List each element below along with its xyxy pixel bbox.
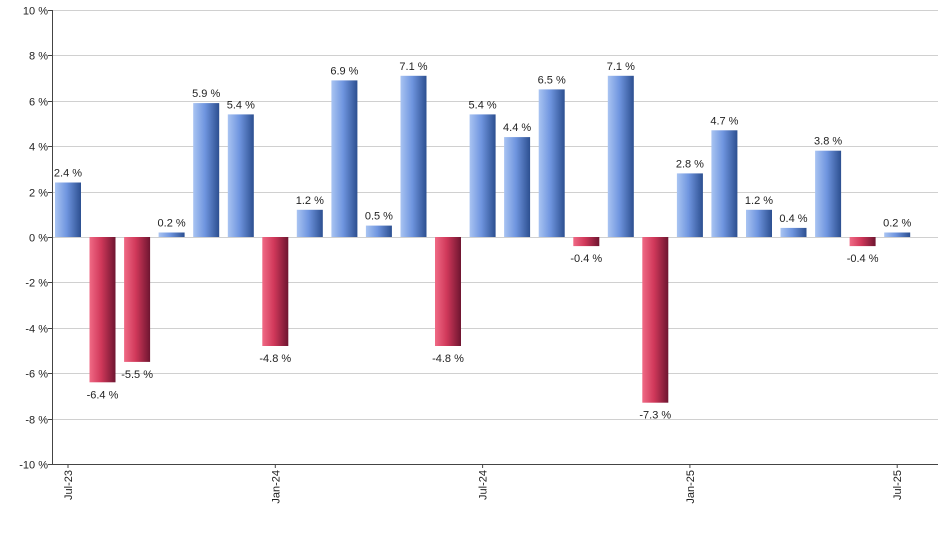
data-label: 7.1 %: [607, 61, 635, 73]
y-tick-label: -10 %: [19, 460, 48, 472]
bar-jul-23: [55, 182, 81, 237]
bar-sep-23: [124, 237, 151, 362]
data-label: -4.8 %: [259, 353, 291, 365]
bar-jan-24: [262, 237, 289, 346]
data-label: 2.4 %: [54, 168, 82, 180]
data-label: 6.9 %: [330, 65, 358, 77]
y-tick-label: 6 %: [29, 97, 48, 109]
x-axis-tick-labels: Jul-23 Jan-24 Jul-24 Jan-25 Jul-25: [63, 464, 904, 504]
bars: [55, 75, 911, 403]
data-label: -0.4 %: [570, 253, 602, 265]
bar-jul-25: [884, 232, 911, 237]
x-tick-label: Jul-23: [63, 470, 75, 500]
data-label: 7.1 %: [399, 61, 427, 73]
bar-jul-24: [469, 114, 496, 237]
data-label: 4.7 %: [710, 115, 738, 127]
bar-nov-24: [607, 75, 634, 237]
bar-apr-24: [365, 225, 392, 237]
bar-jun-25: [849, 237, 876, 247]
bar-sep-24: [538, 89, 565, 238]
bar-oct-24: [573, 237, 600, 247]
data-label: 5.9 %: [192, 88, 220, 100]
x-tick-label: Jul-24: [478, 470, 490, 500]
x-tick-label: Jul-25: [892, 470, 904, 500]
y-tick-label: 10 %: [23, 6, 48, 18]
data-label: 5.4 %: [227, 99, 255, 111]
bar-mar-24: [331, 80, 358, 238]
data-label: -7.3 %: [639, 410, 671, 422]
y-tick-label: -6 %: [25, 369, 48, 381]
data-label: 2.8 %: [676, 158, 704, 170]
bar-may-25: [815, 150, 842, 237]
data-label: -5.5 %: [121, 369, 153, 381]
bar-oct-23: [158, 232, 185, 237]
y-tick-label: 8 %: [29, 51, 48, 63]
y-tick-label: -8 %: [25, 415, 48, 427]
bar-jan-25: [676, 173, 703, 237]
bar-aug-23: [89, 237, 116, 383]
data-label: -0.4 %: [847, 253, 879, 265]
bar-jun-24: [435, 237, 461, 346]
data-label: 1.2 %: [296, 195, 324, 207]
y-tick-label: -2 %: [25, 278, 48, 290]
bar-mar-25: [746, 209, 772, 237]
data-label: 0.4 %: [779, 213, 807, 225]
bar-may-24: [400, 75, 427, 237]
y-tick-label: 4 %: [29, 142, 48, 154]
data-label: 4.4 %: [503, 122, 531, 134]
x-tick-label: Jan-24: [270, 470, 282, 504]
data-label: 1.2 %: [745, 195, 773, 207]
data-label: 6.5 %: [538, 74, 566, 86]
y-tick-label: 0 %: [29, 233, 48, 245]
data-label: 0.2 %: [158, 218, 186, 230]
y-tick-label: -4 %: [25, 324, 48, 336]
bar-aug-24: [504, 137, 531, 237]
y-axis-tick-labels: 10 % 8 % 6 % 4 % 2 % 0 % -2 % -4 % -6 % -8 % -10 %: [19, 6, 48, 472]
axes: [52, 10, 938, 465]
bar-feb-24: [296, 209, 323, 237]
data-label: 5.4 %: [469, 99, 497, 111]
y-tick-label: 2 %: [29, 188, 48, 200]
gridlines: [48, 10, 938, 465]
bar-feb-25: [711, 130, 738, 237]
x-tick-label: Jan-25: [685, 470, 697, 504]
bar-dec-24: [642, 237, 669, 403]
data-label: -6.4 %: [87, 389, 119, 401]
data-labels: 2.4 % -6.4 %-5.5 % 0.2 % 5.9 % 5.4 % -4.8 % 1.…: [54, 61, 912, 422]
data-label: 3.8 %: [814, 136, 842, 148]
data-label: 0.5 %: [365, 211, 393, 223]
bar-dec-23: [227, 114, 254, 237]
bar-apr-25: [780, 227, 807, 237]
bar-nov-23: [193, 103, 220, 237]
data-label: -4.8 %: [432, 353, 464, 365]
data-label: 0.2 %: [883, 218, 911, 230]
